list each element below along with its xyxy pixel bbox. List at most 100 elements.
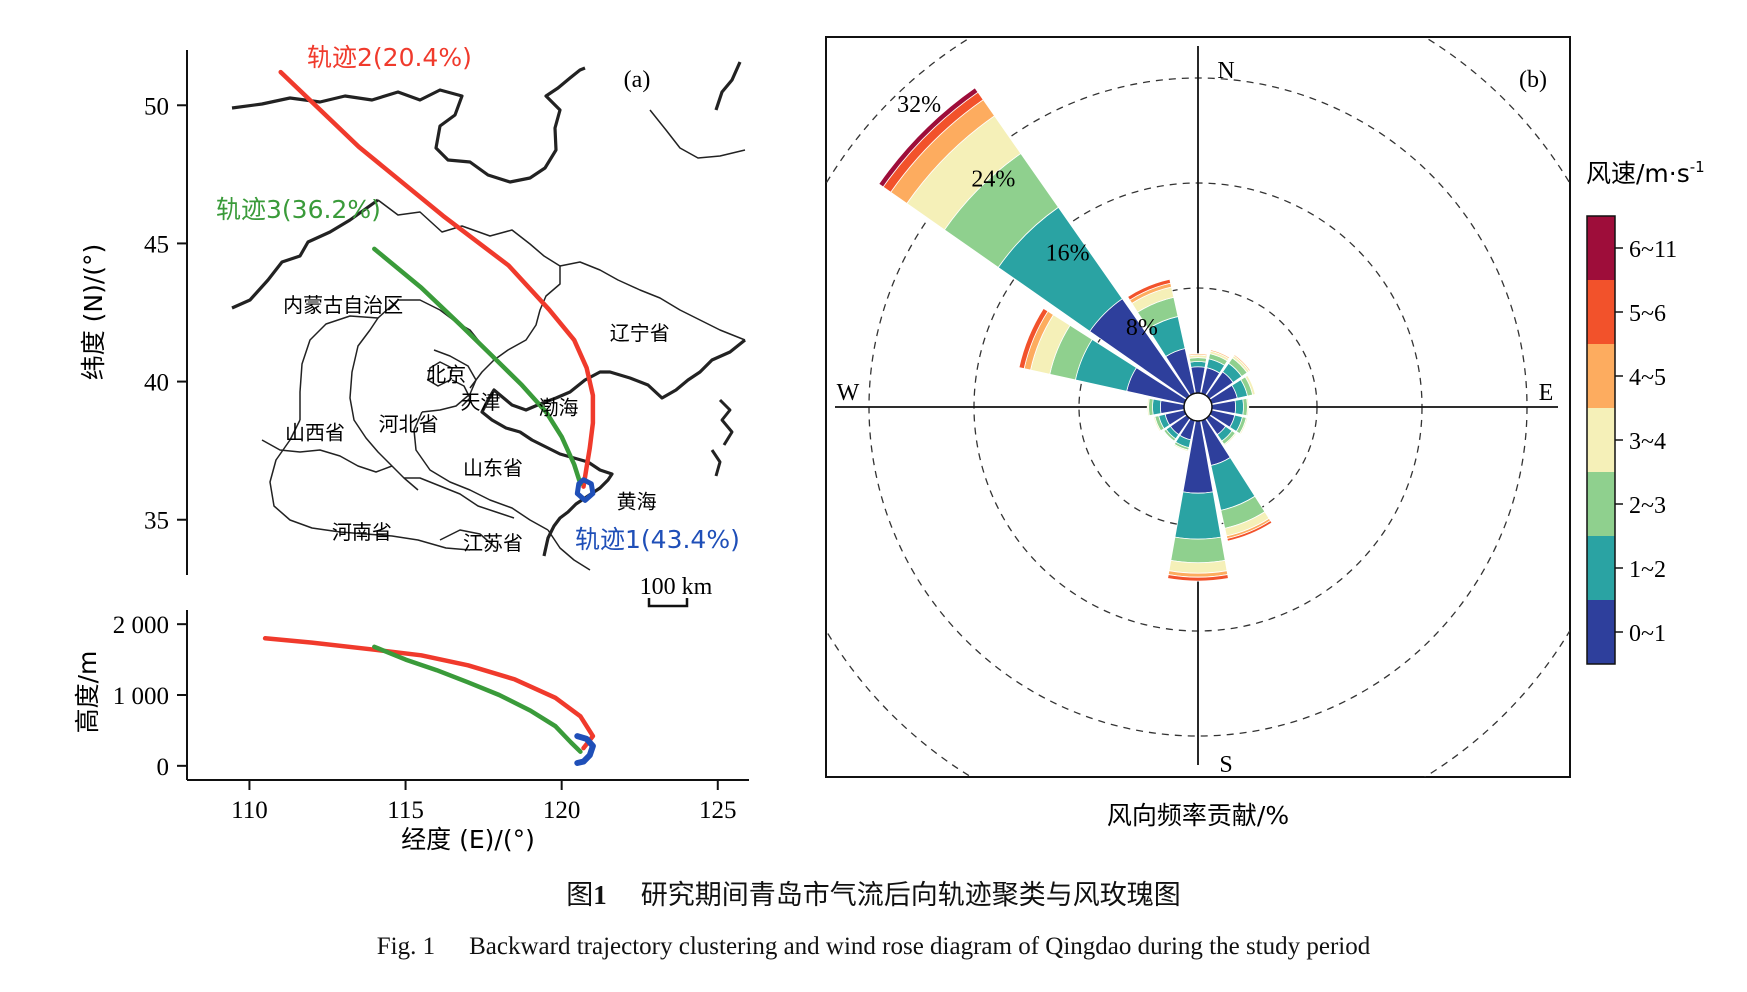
region-label-1: 辽宁省 xyxy=(610,321,670,345)
legend-label-5: 5~6 xyxy=(1629,301,1666,327)
region-label-2: 北京 xyxy=(426,362,466,386)
region-label-10: 江苏省 xyxy=(463,531,523,555)
height-trajectory-3 xyxy=(372,644,583,754)
legend-title-sup: -1 xyxy=(1690,158,1705,176)
sector-4-bin-1 xyxy=(1234,398,1244,416)
compass-E: E xyxy=(1539,380,1554,406)
legend-swatch-2 xyxy=(1587,472,1615,536)
map-trajectory-lines xyxy=(278,69,596,503)
height-y-tick-label-2: 2 000 xyxy=(113,612,169,639)
map-trajectory-1 xyxy=(574,477,596,503)
sector-12-bin-3 xyxy=(1146,397,1150,417)
caption-en-text: Backward trajectory clustering and wind … xyxy=(469,933,1371,960)
radial-tick-label-2: 24% xyxy=(971,166,1015,192)
scale-bar-label: 100 km xyxy=(640,574,713,600)
panel-b-label: (b) xyxy=(1519,67,1547,93)
sector-1-bin-4 xyxy=(1209,349,1231,360)
legend-label-4: 4~5 xyxy=(1629,365,1666,391)
map-y-ticks: 35 40 45 50 xyxy=(144,93,187,535)
legend-swatch-1 xyxy=(1587,536,1615,600)
compass-N: N xyxy=(1217,58,1234,84)
legend-frame xyxy=(1586,215,1616,665)
scale-bar-line xyxy=(647,598,689,608)
scale-bar: 100 km xyxy=(640,574,713,608)
sector-8-bin-1 xyxy=(1174,491,1222,540)
region-label-3: 天津 xyxy=(460,390,500,414)
map-y-tick-label-3: 50 xyxy=(144,93,169,120)
radial-tick-label-3: 32% xyxy=(897,92,941,118)
caption-en-label: Fig. 1 xyxy=(376,933,436,960)
province-border-8 xyxy=(404,477,515,519)
x-axis-title: 经度 (E)/(°) xyxy=(401,825,535,854)
region-label-0: 内蒙古自治区 xyxy=(283,293,403,317)
sector-6-bin-3 xyxy=(1223,432,1237,446)
province-border-11 xyxy=(439,529,591,571)
height-y-axis-title: 高度/m xyxy=(73,651,102,734)
region-label-9: 河南省 xyxy=(332,520,392,544)
caption-chinese: 图1 研究期间青岛市气流后向轨迹聚类与风玫瑰图 xyxy=(0,873,1747,912)
sector-8-bin-5 xyxy=(1167,574,1229,582)
legend-label-0: 0~1 xyxy=(1629,621,1666,647)
wind-rose-panel: 8% 16% 24% 32% N E S W (b) 风向频率贡献/% 风速/m·s-1 0… xyxy=(825,36,1705,830)
radial-tick-labels: 8% 16% 24% 32% xyxy=(897,92,1158,341)
region-label-8: 黄海 xyxy=(617,489,657,513)
map-y-axis-title: 纬度 (N)/(°) xyxy=(79,244,108,381)
trajectory-3-label: 轨迹3(36.2%) xyxy=(216,195,381,224)
sector-11-bin-3 xyxy=(1153,416,1162,433)
sector-7-bin-5 xyxy=(1226,520,1273,542)
sector-8-bin-2 xyxy=(1170,536,1226,564)
legend-label-6: 6~11 xyxy=(1629,237,1677,263)
compass-labels: N E S W xyxy=(837,58,1554,778)
height-axes xyxy=(186,610,749,781)
x-tick-label-3: 125 xyxy=(699,797,737,824)
coastline-islands xyxy=(710,398,734,477)
map-y-tick-label-2: 45 xyxy=(144,231,169,258)
province-border-2 xyxy=(559,261,746,341)
radial-tick-label-0: 8% xyxy=(1126,315,1158,341)
height-profile-panel: 0 1 000 2 000 110 115 120 125 高度/m 经度 (E)/(°) xyxy=(73,610,749,854)
province-border-4 xyxy=(349,317,419,491)
region-label-4: 渤海 xyxy=(539,395,579,419)
sector-0-bin-4 xyxy=(1188,353,1208,357)
map-y-tick-label-0: 35 xyxy=(144,508,169,535)
legend-label-1: 1~2 xyxy=(1629,557,1666,583)
caption-cn-number: 1 xyxy=(593,880,607,910)
legend-swatches: 0~1 1~2 2~3 3~4 4~5 5~6 6~11 xyxy=(1586,215,1677,665)
height-y-tick-label-1: 1 000 xyxy=(113,683,169,710)
height-trajectory-1 xyxy=(574,733,596,766)
province-border-7 xyxy=(413,411,549,531)
legend-label-3: 3~4 xyxy=(1629,429,1666,455)
national-border-west xyxy=(231,198,379,310)
sector-13-bin-5 xyxy=(1018,307,1049,370)
compass-W: W xyxy=(837,380,860,406)
x-tick-label-1: 115 xyxy=(387,797,424,824)
province-border-6 xyxy=(421,349,477,413)
legend-title: 风速/m·s-1 xyxy=(1586,158,1705,188)
province-border-12 xyxy=(427,361,453,387)
trajectory-1-label: 轨迹1(43.4%) xyxy=(575,525,740,554)
wind-rose-sectors xyxy=(878,87,1273,582)
region-label-6: 山西省 xyxy=(285,420,345,444)
region-label-5: 河北省 xyxy=(379,412,439,436)
legend-swatch-6 xyxy=(1587,216,1615,280)
sector-0-bin-1 xyxy=(1189,361,1207,368)
legend-title-text: 风速/m·s xyxy=(1586,159,1690,188)
map-trajectory-2 xyxy=(278,69,596,489)
legend-label-2: 2~3 xyxy=(1629,493,1666,519)
height-trajectory-2 xyxy=(262,636,596,751)
x-tick-label-0: 110 xyxy=(231,797,268,824)
national-border xyxy=(231,66,586,184)
caption-cn-text: 研究期间青岛市气流后向轨迹聚类与风玫瑰图 xyxy=(640,880,1181,911)
height-y-ticks: 0 1 000 2 000 xyxy=(113,612,187,781)
sector-9-bin-3 xyxy=(1172,443,1189,452)
wind-rose-frame xyxy=(825,36,1571,778)
province-border-13 xyxy=(451,379,471,407)
height-y-tick-label-0: 0 xyxy=(157,754,170,781)
sector-2-bin-4 xyxy=(1233,354,1251,372)
province-border-5 xyxy=(299,299,495,420)
sector-5-bin-3 xyxy=(1239,417,1249,435)
map-trajectory-3 xyxy=(372,246,583,487)
